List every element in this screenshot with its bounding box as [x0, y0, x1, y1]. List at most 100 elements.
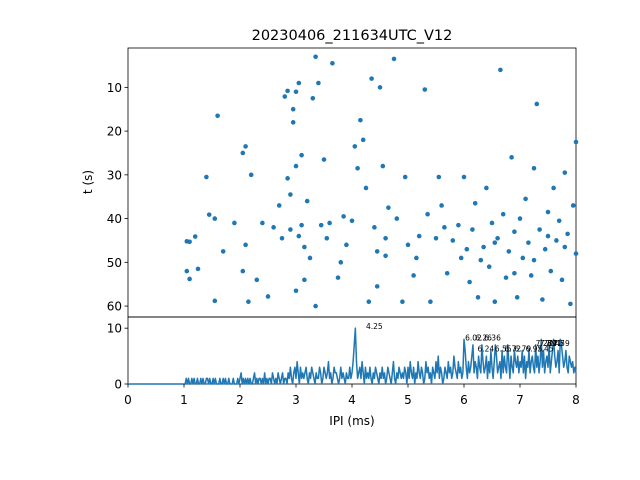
scatter-point — [243, 242, 248, 248]
scatter-point — [302, 244, 307, 250]
scatter-point — [461, 174, 467, 180]
peak-annotation-label: 6.55 — [495, 345, 512, 354]
scatter-point — [425, 211, 430, 217]
histogram-x-tick-label: 0 — [124, 393, 132, 407]
scatter-point — [279, 235, 285, 241]
scatter-point — [456, 222, 461, 228]
scatter-y-tick-label: 40 — [107, 212, 122, 226]
scatter-point — [386, 205, 391, 210]
scatter-point — [433, 235, 439, 241]
scatter-point — [512, 270, 517, 276]
scatter-point — [528, 273, 534, 278]
scatter-point — [187, 276, 192, 282]
scatter-point — [377, 85, 383, 90]
scatter-point — [562, 170, 568, 175]
peak-annotation-label: 7.39 — [540, 339, 557, 348]
peak-annotation-label: 6.24 — [477, 345, 494, 354]
scatter-point — [374, 249, 380, 254]
peak-annotation-label: 6.79 — [514, 345, 531, 354]
scatter-point — [288, 192, 293, 197]
histogram-y-tick-label: 10 — [107, 322, 122, 336]
scatter-point — [391, 56, 397, 62]
scatter-point — [206, 212, 212, 217]
scatter-point — [492, 299, 498, 304]
scatter-point — [240, 268, 246, 274]
scatter-point — [512, 229, 517, 235]
scatter-point — [246, 299, 251, 304]
histogram-x-tick-label: 4 — [348, 393, 356, 407]
scatter-point — [414, 255, 419, 261]
scatter-point — [573, 251, 579, 256]
scatter-point — [321, 157, 327, 162]
peak-annotation-label: 6.72 — [504, 345, 521, 354]
scatter-point — [573, 139, 579, 145]
scatter-point — [302, 277, 307, 283]
ipi-histogram-panel: 4.25 6.026.266.36 6.24 6.556.726.796.957.28… — [107, 316, 580, 428]
scatter-point — [405, 242, 411, 248]
scatter-point — [220, 249, 226, 254]
scatter-point — [366, 299, 372, 304]
scatter-point — [523, 196, 528, 202]
scatter-point — [551, 185, 556, 191]
scatter-point — [324, 235, 330, 241]
scatter-point — [481, 244, 486, 250]
scatter-point — [349, 218, 355, 224]
scatter-y-tick-label: 60 — [107, 300, 122, 314]
scatter-point — [304, 198, 310, 204]
scatter-point — [307, 255, 313, 261]
histogram-x-tick-label: 6 — [460, 393, 468, 407]
scatter-point — [439, 203, 444, 208]
scatter-point — [444, 270, 450, 276]
scatter-point — [531, 257, 537, 263]
scatter-y-axis-label: t (s) — [81, 170, 95, 194]
scatter-point — [470, 227, 475, 232]
peak-annotation-label: 6.02 — [465, 333, 482, 342]
scatter-point — [556, 218, 562, 224]
scatter-point — [313, 303, 318, 309]
scatter-point — [327, 220, 332, 226]
scatter-point — [260, 220, 265, 226]
scatter-point — [498, 67, 503, 73]
scatter-point — [285, 176, 290, 181]
scatter-point — [467, 279, 472, 285]
scatter-point — [313, 54, 318, 60]
scatter-point — [288, 227, 293, 232]
scatter-point — [316, 80, 321, 86]
histogram-x-tick-label: 8 — [572, 393, 580, 407]
histogram-x-axis-label: IPI (ms) — [329, 414, 374, 428]
scatter-point — [372, 225, 377, 230]
scatter-point — [358, 117, 363, 123]
scatter-panel: 10 20 30 40 50 60 t (s) — [81, 47, 579, 318]
scatter-point — [265, 294, 271, 299]
histogram-line-group — [128, 327, 577, 385]
scatter-point — [475, 295, 481, 300]
histogram-x-tick-label: 1 — [180, 393, 188, 407]
scatter-point — [380, 163, 386, 169]
histogram-x-tick-label: 5 — [404, 393, 412, 407]
histogram-x-ticks: 0 1 2 3 4 5 6 7 8 — [124, 384, 580, 407]
scatter-point — [478, 257, 484, 263]
scatter-point — [472, 200, 478, 206]
scatter-point — [243, 144, 248, 149]
scatter-point — [503, 275, 509, 280]
scatter-point — [271, 225, 276, 230]
scatter-point — [293, 288, 299, 294]
scatter-point — [192, 234, 198, 239]
scatter-point — [402, 174, 408, 180]
scatter-axes-frame — [127, 47, 577, 318]
scatter-point — [360, 137, 366, 143]
scatter-point — [212, 298, 218, 304]
scatter-y-tick-label: 30 — [107, 168, 122, 182]
scatter-point — [369, 76, 374, 81]
peak-annotations: 4.25 6.026.266.36 6.24 6.556.726.796.957.28… — [366, 322, 570, 353]
scatter-point — [562, 244, 568, 250]
scatter-point — [318, 222, 324, 228]
scatter-point — [276, 203, 282, 208]
scatter-point — [514, 295, 520, 300]
scatter-point — [537, 227, 542, 232]
scatter-points — [184, 54, 579, 309]
scatter-point — [570, 203, 576, 208]
scatter-point — [500, 211, 506, 217]
scatter-point — [464, 246, 470, 252]
scatter-point — [458, 255, 464, 261]
